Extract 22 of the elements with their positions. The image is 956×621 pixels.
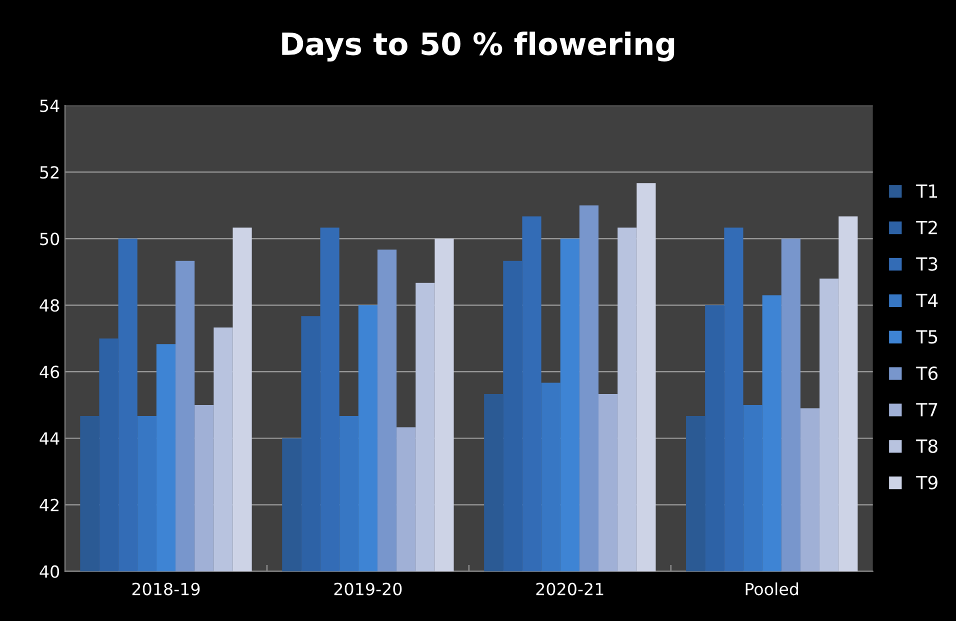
y-tick-label: 42 (40, 498, 58, 512)
legend-label: T3 (916, 257, 938, 271)
legend-label: T8 (916, 439, 938, 453)
legend-label: T2 (916, 220, 937, 234)
legend-label: T1 (916, 184, 938, 198)
legend-label: T6 (916, 366, 938, 380)
y-tick-label: 54 (40, 100, 60, 112)
y-tick-label: 46 (40, 366, 60, 378)
y-tick-label: 50 (40, 232, 60, 246)
legend-label: T7 (916, 403, 938, 416)
chart-title: Days to 50 % flowering (282, 32, 674, 62)
x-tick-label: 2020-21 (536, 582, 604, 596)
y-tick-label: 48 (40, 299, 60, 312)
x-tick-label: 2019-20 (334, 582, 402, 596)
legend-label: T5 (916, 330, 938, 344)
x-tick-label: 2018-19 (132, 582, 200, 596)
legend-label: T4 (916, 294, 938, 307)
y-tick-label: 52 (40, 166, 58, 179)
x-tick-label: Pooled (746, 582, 798, 596)
legend-label: T9 (916, 476, 938, 490)
y-tick-label: 44 (40, 432, 60, 445)
y-tick-label: 40 (40, 565, 60, 578)
